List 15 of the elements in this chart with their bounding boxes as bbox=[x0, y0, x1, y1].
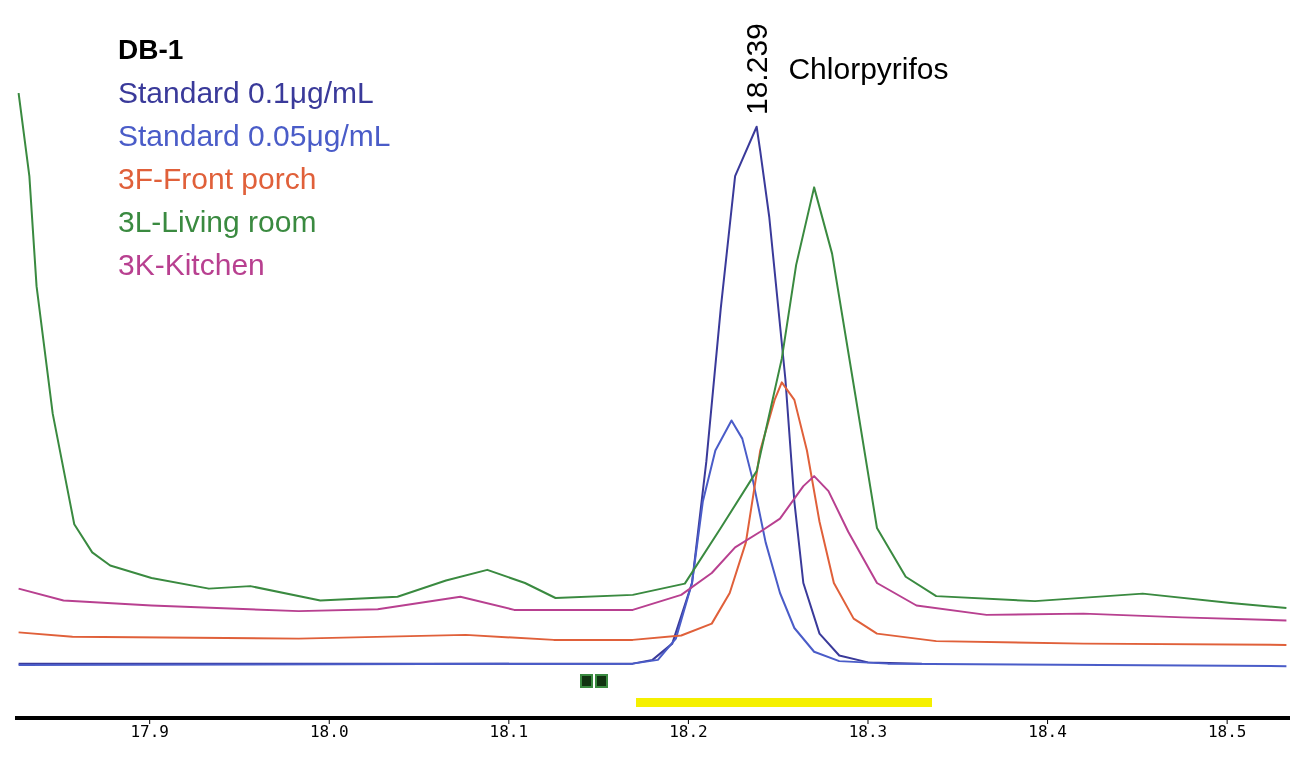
x-tick-label: 18.0 bbox=[309, 722, 349, 742]
x-tick-label: 17.9 bbox=[130, 722, 169, 742]
x-tick-label: 18.2 bbox=[669, 722, 708, 742]
x-tick-label: 18.5 bbox=[1207, 722, 1247, 742]
text: Standard 0.1μg/mL bbox=[118, 75, 375, 111]
x-tick-label: 18.1 bbox=[489, 722, 529, 742]
text: 3L-Living room bbox=[118, 204, 318, 240]
annotation: 18.239 bbox=[740, 22, 775, 115]
text: Standard 0.05μg/mL bbox=[118, 118, 391, 154]
text: Chlorpyrifos bbox=[788, 52, 949, 86]
text: 3K-Kitchen bbox=[118, 247, 266, 283]
chart-title: DB-1 bbox=[118, 33, 185, 67]
x-tick-label: 18.3 bbox=[848, 722, 888, 742]
text: 3F-Front porch bbox=[118, 161, 318, 197]
x-tick-label: 18.4 bbox=[1028, 722, 1067, 742]
